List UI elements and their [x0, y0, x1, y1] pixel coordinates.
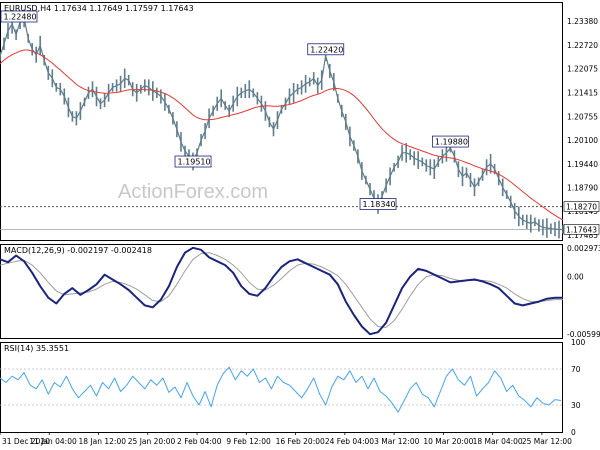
price-annotation-box — [359, 198, 397, 210]
panel-frame — [0, 342, 563, 433]
rsi-tick-label: 0 — [571, 428, 576, 437]
macd-line — [0, 246, 563, 336]
moving-average-line — [0, 49, 564, 221]
macd-header: MACD(12,26,9) -0.002197 -0.002418 — [4, 246, 152, 255]
x-tick-label: 16 Feb 20:00 — [276, 437, 325, 446]
panel-frame — [0, 244, 563, 339]
price-series-line — [0, 17, 563, 231]
x-tick-label: 25 Jan 20:00 — [128, 437, 176, 446]
macd-tick-label: 0.002973 — [567, 244, 600, 253]
macd-tick-label: -0.005996 — [567, 330, 600, 339]
price-header: EURUSD,H4 1.17634 1.17649 1.17597 1.1764… — [4, 4, 194, 13]
x-tick-label: 18 Mar 04:00 — [473, 437, 523, 446]
x-tick-label: 11 Jan 04:00 — [29, 437, 77, 446]
rsi-tick-label: 30 — [571, 401, 581, 410]
price-tick-label: 1.20755 — [567, 112, 598, 121]
price-annotation-box — [174, 155, 212, 168]
price-tick-label: 1.19440 — [567, 160, 598, 169]
x-tick-label: 24 Feb 04:00 — [325, 437, 374, 446]
x-tick-label: 9 Feb 12:00 — [226, 437, 271, 446]
macd-tick-label: 0.00 — [567, 273, 584, 282]
signal-line — [0, 252, 563, 328]
price-annotation-label: 1.18340 — [363, 200, 396, 209]
panel-frame — [0, 2, 563, 241]
x-tick-label: 3 Mar 12:00 — [374, 437, 420, 446]
rsi-tick-label: 100 — [571, 338, 586, 347]
price-annotation-label: 1.22480 — [4, 13, 37, 22]
price-annotation-box — [431, 135, 469, 148]
level-label-box — [563, 201, 600, 212]
rsi-line — [0, 366, 562, 413]
price-tick-label: 1.20100 — [567, 136, 598, 145]
level-label: 1.18270 — [566, 203, 597, 212]
x-tick-label: 18 Jan 12:00 — [79, 437, 127, 446]
rsi-header: RSI(14) 35.3551 — [4, 344, 69, 353]
price-annotation-label: 1.19880 — [435, 138, 468, 147]
price-annotation-box — [0, 10, 38, 23]
rsi-tick-label: 70 — [571, 365, 581, 374]
price-tick-label: 1.22720 — [567, 41, 598, 50]
x-tick-label: 31 Dec 2020 — [2, 437, 50, 446]
price-annotation-label: 1.19510 — [178, 158, 211, 167]
price-tick-label: 1.23380 — [567, 17, 598, 26]
last-price-box — [563, 224, 600, 235]
price-tick-label: 1.17485 — [567, 231, 598, 240]
x-tick-label: 10 Mar 20:00 — [423, 437, 473, 446]
watermark: ActionForex.com — [118, 181, 268, 203]
last-price-label: 1.17643 — [566, 225, 597, 234]
x-tick-label: 2 Feb 04:00 — [177, 437, 222, 446]
price-annotation-box — [307, 43, 345, 56]
x-tick-label: 25 Mar 12:00 — [522, 437, 572, 446]
price-tick-label: 1.18790 — [567, 184, 598, 193]
price-annotation-label: 1.22420 — [310, 45, 343, 54]
price-tick-label: 1.22075 — [567, 64, 598, 73]
price-tick-label: 1.21415 — [567, 88, 598, 97]
